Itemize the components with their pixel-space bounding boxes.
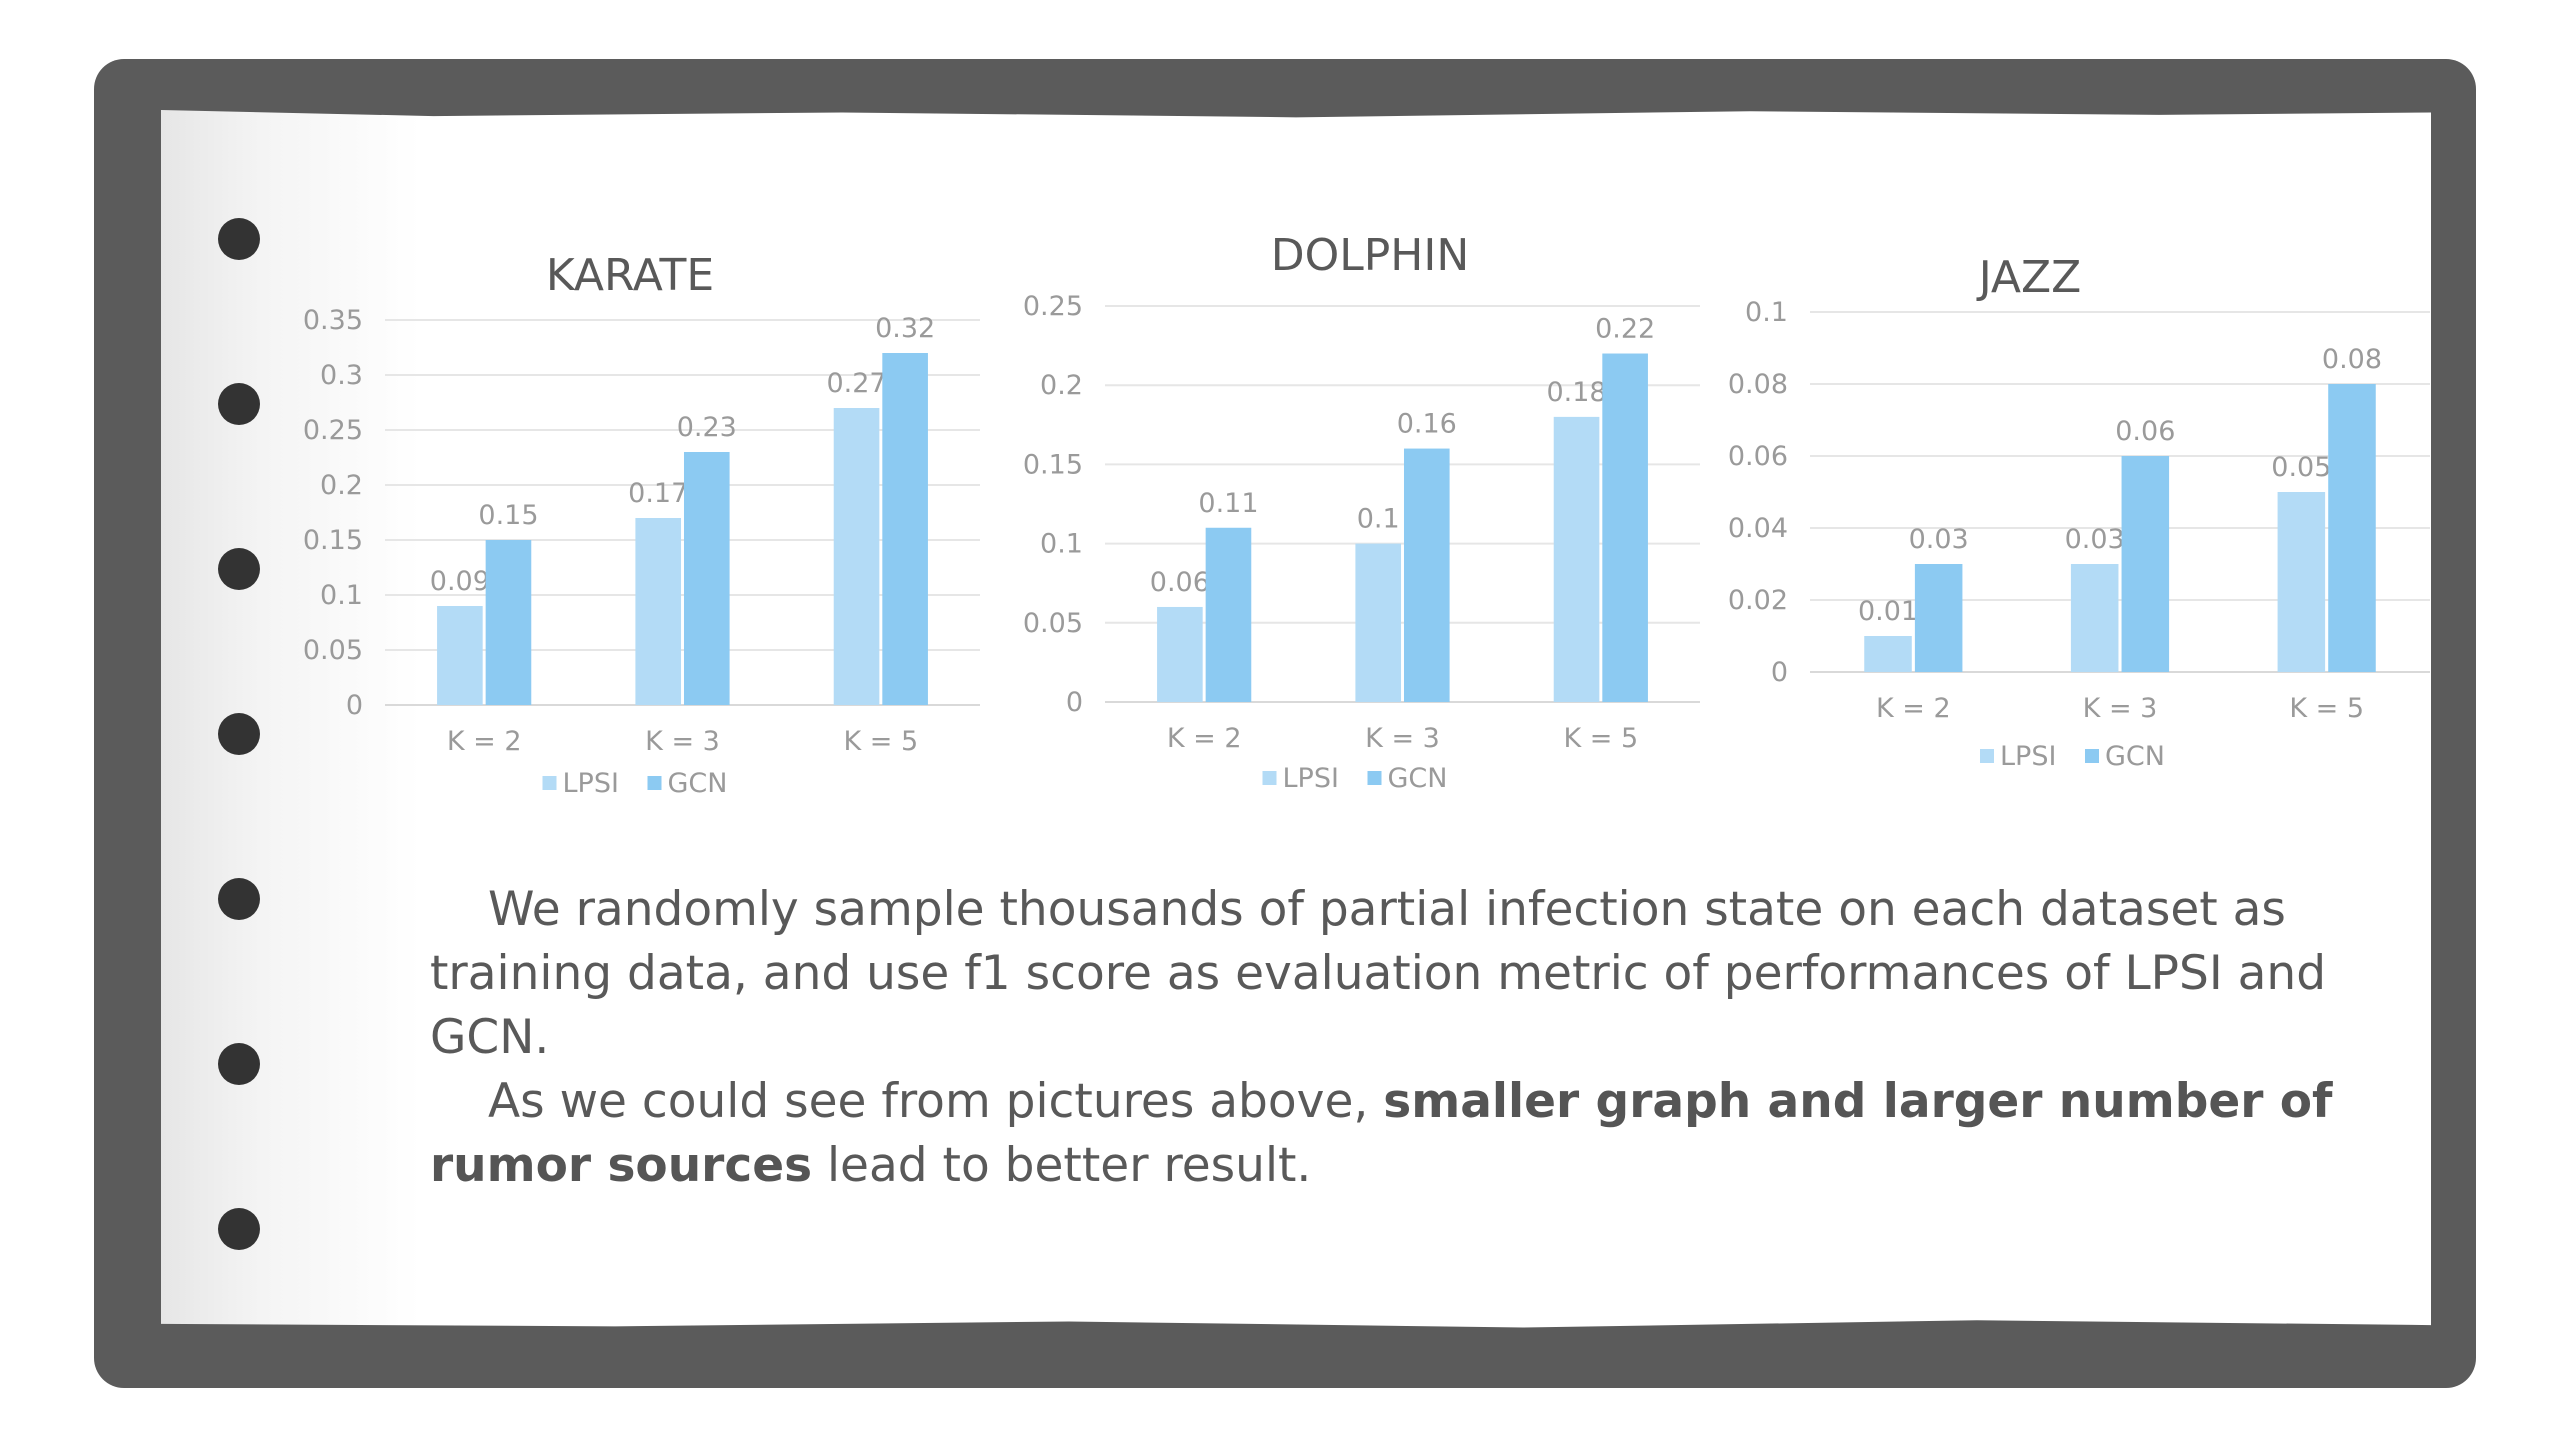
binder-hole bbox=[218, 878, 260, 920]
dolphin-chart: DOLPHIN 0 0.05 0.1 0.15 0.2 0.25 K = 2 0.06 0.11 K… bbox=[1023, 230, 1700, 794]
bar-gcn bbox=[683, 452, 730, 705]
data-label: 0.32 bbox=[875, 313, 935, 344]
data-label: 0.18 bbox=[1546, 377, 1606, 408]
data-label: 0.22 bbox=[1595, 314, 1655, 345]
jazz-chart: JAZZ 0 0.02 0.04 0.06 0.08 0.1 K = 2 0.01 0.03 K =… bbox=[1728, 252, 2430, 772]
x-category-label: K = 3 bbox=[645, 726, 720, 757]
y-tick-label: 0 bbox=[346, 690, 363, 721]
data-label: 0.17 bbox=[628, 478, 688, 509]
data-label: 0.27 bbox=[826, 368, 886, 399]
caption-emphasis: smaller graph and larger number of rumor… bbox=[430, 1074, 2333, 1193]
bar-lpsi bbox=[1355, 543, 1402, 702]
legend-swatch-gcn bbox=[647, 776, 662, 790]
bar-gcn bbox=[1602, 353, 1648, 702]
y-tick-label: 0.08 bbox=[1728, 369, 1788, 400]
data-label: 0.1 bbox=[1357, 504, 1400, 535]
binder-hole bbox=[218, 713, 260, 755]
chart-title: KARATE bbox=[546, 250, 714, 301]
bar-gcn bbox=[485, 540, 532, 705]
caption-p2-start: As we could see from pictures above, bbox=[488, 1074, 1384, 1129]
binder-hole bbox=[218, 1043, 260, 1085]
y-tick-label: 0.25 bbox=[303, 415, 363, 446]
y-tick-label: 0.06 bbox=[1728, 441, 1788, 472]
x-category-label: K = 5 bbox=[2289, 693, 2364, 724]
y-tick-label: 0.05 bbox=[303, 635, 363, 666]
chart-title: DOLPHIN bbox=[1271, 230, 1470, 281]
y-tick-label: 0.1 bbox=[1040, 529, 1083, 560]
y-tick-label: 0 bbox=[1771, 657, 1788, 688]
bar-lpsi bbox=[1157, 606, 1203, 702]
data-label: 0.08 bbox=[2322, 344, 2382, 375]
bar-gcn bbox=[2121, 456, 2170, 672]
data-label: 0.06 bbox=[2115, 416, 2175, 447]
x-category-label: K = 3 bbox=[1365, 723, 1440, 754]
data-label: 0.16 bbox=[1397, 409, 1457, 440]
caption-text: We randomly sample thousands of partial … bbox=[430, 878, 2350, 1198]
data-label: 0.06 bbox=[1150, 567, 1210, 598]
data-label: 0.03 bbox=[2065, 524, 2125, 555]
x-category-label: K = 2 bbox=[1167, 723, 1242, 754]
y-tick-label: 0.1 bbox=[1745, 297, 1788, 328]
bar-gcn bbox=[1205, 527, 1252, 702]
data-label: 0.05 bbox=[2271, 452, 2331, 483]
binder-hole bbox=[218, 1208, 260, 1250]
x-category-label: K = 3 bbox=[2083, 693, 2158, 724]
karate-chart: KARATE 0 0.05 0.1 0.15 0.2 0.25 0.3 0.35 K = 2 0.0… bbox=[303, 250, 980, 799]
legend-label-gcn: GCN bbox=[1388, 763, 1448, 794]
y-tick-label: 0.02 bbox=[1728, 585, 1788, 616]
data-label: 0.23 bbox=[677, 412, 737, 443]
bar-lpsi bbox=[833, 408, 880, 705]
y-tick-label: 0.2 bbox=[320, 470, 363, 501]
bar-lpsi bbox=[2277, 492, 2326, 672]
data-label: 0.11 bbox=[1198, 488, 1258, 519]
bar-lpsi bbox=[2070, 564, 2119, 672]
legend-swatch-gcn bbox=[2085, 749, 2099, 763]
y-tick-label: 0 bbox=[1066, 687, 1083, 718]
y-tick-label: 0.2 bbox=[1040, 370, 1083, 401]
bar-gcn bbox=[1914, 564, 1963, 672]
y-tick-label: 0.15 bbox=[1023, 449, 1083, 480]
bar-lpsi bbox=[1864, 636, 1912, 672]
y-tick-label: 0.05 bbox=[1023, 608, 1083, 639]
caption-paragraph-2: As we could see from pictures above, sma… bbox=[430, 1070, 2350, 1198]
x-category-label: K = 2 bbox=[1876, 693, 1951, 724]
bar-gcn bbox=[882, 353, 928, 705]
chart-title: JAZZ bbox=[1976, 252, 2082, 303]
data-label: 0.01 bbox=[1858, 596, 1918, 627]
legend-swatch-lpsi bbox=[1980, 749, 1994, 763]
y-tick-label: 0.25 bbox=[1023, 291, 1083, 322]
binder-hole bbox=[218, 218, 260, 260]
caption-p2-end: lead to better result. bbox=[812, 1138, 1312, 1193]
bar-gcn bbox=[1403, 448, 1450, 702]
bar-lpsi bbox=[635, 518, 682, 705]
x-category-label: K = 2 bbox=[447, 726, 522, 757]
bar-lpsi bbox=[1553, 416, 1600, 702]
data-label: 0.03 bbox=[1909, 524, 1969, 555]
bar-gcn bbox=[2328, 384, 2376, 672]
y-tick-label: 0.04 bbox=[1728, 513, 1788, 544]
y-tick-label: 0.3 bbox=[320, 360, 363, 391]
binder-hole bbox=[218, 383, 260, 425]
y-tick-label: 0.15 bbox=[303, 525, 363, 556]
x-category-label: K = 5 bbox=[843, 726, 918, 757]
y-tick-label: 0.35 bbox=[303, 305, 363, 336]
legend-swatch-lpsi bbox=[542, 776, 557, 790]
y-tick-label: 0.1 bbox=[320, 580, 363, 611]
legend-label-lpsi: LPSI bbox=[1283, 763, 1339, 794]
data-label: 0.15 bbox=[478, 500, 538, 531]
x-category-label: K = 5 bbox=[1563, 723, 1638, 754]
caption-paragraph-1: We randomly sample thousands of partial … bbox=[430, 882, 2327, 1065]
binder-hole bbox=[218, 548, 260, 590]
data-label: 0.09 bbox=[430, 566, 490, 597]
legend-label-gcn: GCN bbox=[668, 768, 728, 799]
legend-label-gcn: GCN bbox=[2105, 741, 2165, 772]
legend-swatch-lpsi bbox=[1262, 771, 1277, 785]
legend-label-lpsi: LPSI bbox=[563, 768, 619, 799]
legend-swatch-gcn bbox=[1367, 771, 1382, 785]
bar-lpsi bbox=[437, 606, 483, 705]
legend-label-lpsi: LPSI bbox=[2000, 741, 2056, 772]
